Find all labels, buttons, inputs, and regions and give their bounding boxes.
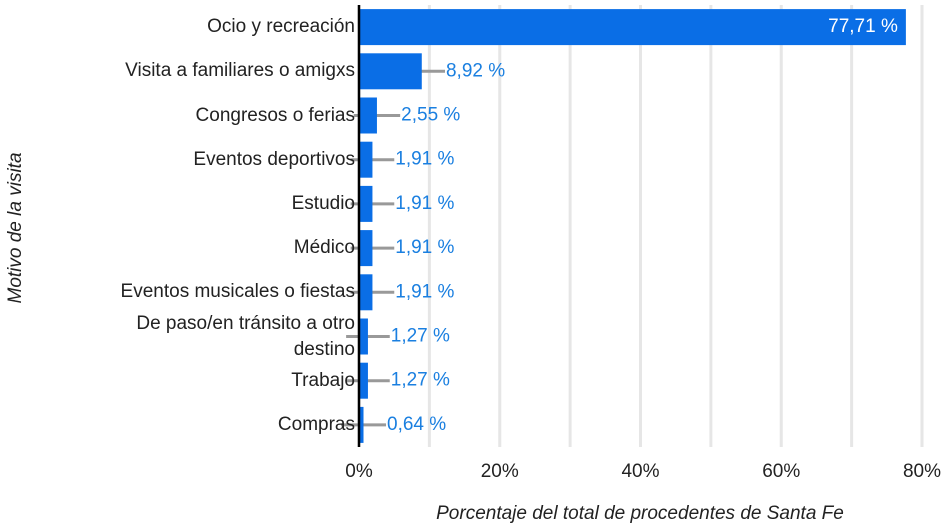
value-label: 0,64 % bbox=[387, 414, 446, 435]
value-label: 1,91 % bbox=[395, 237, 454, 258]
x-tick-label: 20% bbox=[481, 461, 519, 482]
bar bbox=[359, 185, 373, 222]
y-tick-label: Ocio y recreación bbox=[207, 16, 355, 38]
y-tick-label: Compras bbox=[277, 413, 355, 435]
value-label: 1,91 % bbox=[395, 193, 454, 214]
value-label: 2,55 % bbox=[401, 105, 460, 126]
value-label: 8,92 % bbox=[446, 60, 505, 81]
y-tick-label: Eventos deportivos bbox=[193, 148, 355, 170]
bar bbox=[359, 97, 377, 134]
value-label: 1,91 % bbox=[395, 149, 454, 170]
bar bbox=[359, 230, 373, 267]
bar bbox=[359, 141, 373, 178]
value-label: 1,27 % bbox=[391, 326, 450, 347]
x-tick-label: 40% bbox=[621, 461, 659, 482]
y-tick-label: Congresos o ferias bbox=[195, 104, 355, 126]
x-tick-label: 80% bbox=[903, 461, 941, 482]
x-tick-label: 60% bbox=[762, 461, 800, 482]
x-axis-title: Porcentaje del total de procedentes de S… bbox=[436, 503, 844, 524]
bar bbox=[359, 53, 422, 90]
value-label: 77,71 % bbox=[828, 16, 898, 37]
y-tick-label: Trabajo bbox=[291, 369, 355, 391]
y-tick-label: Eventos musicales o fiestas bbox=[120, 281, 355, 303]
y-tick-label: De paso/en tránsito a otro destino bbox=[136, 312, 355, 360]
y-tick-label: Médico bbox=[293, 237, 355, 259]
y-tick-label: Estudio bbox=[291, 192, 355, 214]
x-tick-label: 0% bbox=[345, 461, 373, 482]
y-axis-title: Motivo de la visita bbox=[5, 152, 26, 303]
value-label: 1,27 % bbox=[391, 370, 450, 391]
bar bbox=[359, 274, 373, 311]
bar bbox=[359, 406, 364, 443]
y-tick-label: Visita a familiares o amigxs bbox=[125, 60, 355, 82]
bar bbox=[359, 318, 368, 355]
value-label: 1,91 % bbox=[395, 281, 454, 302]
bar bbox=[359, 9, 906, 46]
bar bbox=[359, 362, 368, 399]
